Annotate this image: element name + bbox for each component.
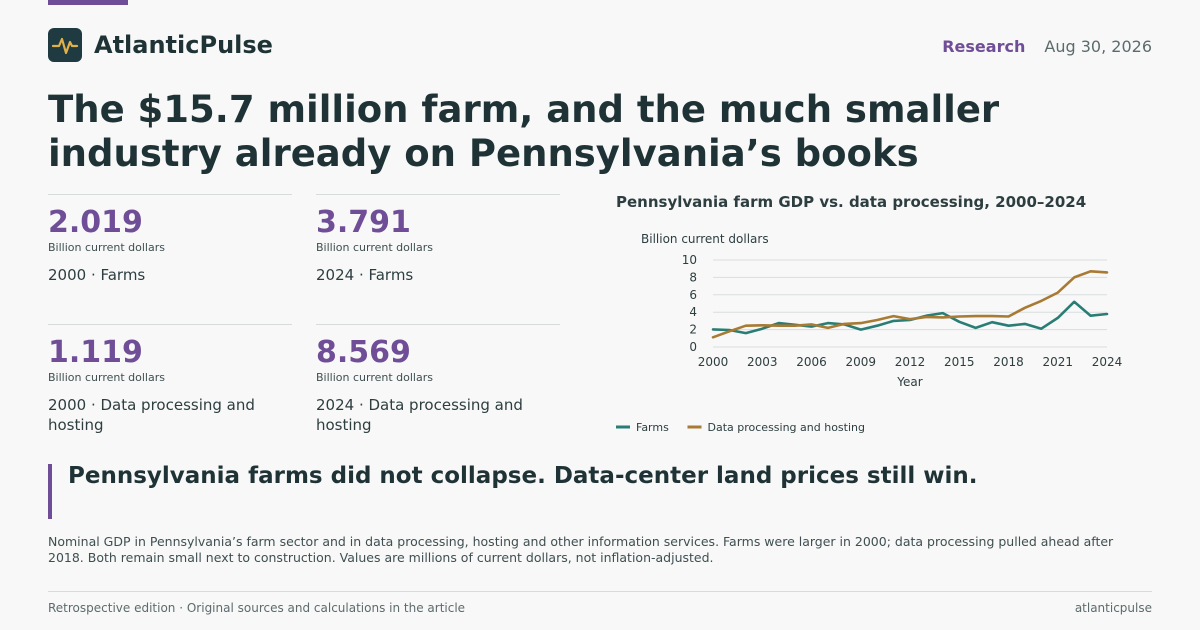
top-accent-bar [48, 0, 128, 5]
headline: The $15.7 million farm, and the much sma… [48, 88, 1000, 175]
stat-value: 3.791 [316, 205, 411, 240]
stat-card: 3.791 Billion current dollars 2024 · Far… [316, 194, 560, 324]
y-tick-label: 0 [689, 340, 697, 354]
stat-unit: Billion current dollars [316, 371, 433, 384]
brand-name[interactable]: AtlanticPulse [94, 31, 273, 59]
stat-value: 8.569 [316, 335, 411, 370]
stat-value: 2.019 [48, 205, 143, 240]
stat-unit: Billion current dollars [48, 371, 165, 384]
footer-credit: Retrospective edition · Original sources… [48, 601, 466, 615]
footer-divider [48, 591, 1152, 592]
x-tick-label: 2015 [944, 355, 975, 369]
chart-title: Pennsylvania farm GDP vs. data processin… [616, 193, 1087, 211]
y-tick-label: 4 [689, 305, 697, 319]
stat-unit: Billion current dollars [316, 241, 433, 254]
stat-card: 1.119 Billion current dollars 2000 · Dat… [48, 324, 292, 444]
stat-card: 8.569 Billion current dollars 2024 · Dat… [316, 324, 560, 444]
y-tick-label: 10 [682, 253, 697, 267]
x-tick-label: 2009 [845, 355, 876, 369]
legend-entry: Farms [636, 421, 669, 434]
stat-card: 2.019 Billion current dollars 2000 · Far… [48, 194, 292, 324]
x-tick-label: 2021 [1042, 355, 1073, 369]
legend-entry: Data processing and hosting [708, 421, 866, 434]
stat-label: 2024 · Farms [316, 266, 414, 284]
y-axis-label: Billion current dollars [641, 232, 769, 246]
stat-value: 1.119 [48, 335, 143, 370]
x-axis-label: Year [896, 375, 922, 389]
x-tick-label: 2012 [895, 355, 926, 369]
stat-label: 2024 · Data processing and hosting [316, 396, 523, 434]
stat-label: 2000 · Farms [48, 266, 146, 284]
x-tick-label: 2000 [698, 355, 729, 369]
x-tick-label: 2018 [993, 355, 1024, 369]
x-tick-label: 2003 [747, 355, 778, 369]
pull-quote: Pennsylvania farms did not collapse. Dat… [68, 463, 978, 489]
pulse-icon[interactable] [48, 28, 82, 62]
y-tick-label: 8 [689, 270, 697, 284]
section-link[interactable]: Research [942, 37, 1026, 56]
site-header: AtlanticPulse Research Aug 30, 2026 [48, 28, 1152, 64]
x-tick-label: 2024 [1092, 355, 1123, 369]
line-chart: Billion current dollars 0 2 4 6 8 10 2000 2003 20… [616, 232, 1123, 434]
footer-brand[interactable]: atlanticpulse [1074, 601, 1152, 615]
series-line [711, 300, 1109, 335]
y-tick-label: 6 [689, 288, 697, 302]
x-tick-label: 2006 [796, 355, 827, 369]
publish-date: Aug 30, 2026 [1044, 37, 1152, 56]
series-line [711, 269, 1109, 339]
header-meta: Research Aug 30, 2026 [942, 37, 1152, 56]
y-tick-label: 2 [689, 323, 697, 337]
chart-note: Nominal GDP in Pennsylvania’s farm secto… [48, 534, 1114, 566]
stat-label: 2000 · Data processing and hosting [48, 396, 255, 434]
stat-unit: Billion current dollars [48, 241, 165, 254]
quote-bar [48, 464, 52, 519]
